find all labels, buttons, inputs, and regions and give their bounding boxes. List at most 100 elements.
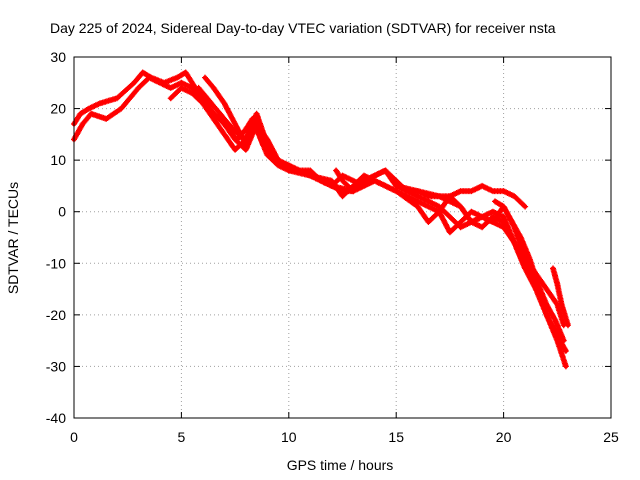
data-point	[415, 199, 420, 204]
data-point	[436, 209, 442, 214]
data-point	[202, 75, 208, 80]
y-tick-label: -30	[46, 358, 66, 374]
data-point	[563, 364, 569, 369]
series-band	[72, 70, 528, 209]
data-point	[394, 188, 399, 194]
data-point	[340, 178, 345, 183]
data-point	[308, 168, 313, 173]
data-series	[71, 69, 571, 370]
data-point	[501, 188, 506, 194]
data-point	[550, 266, 556, 271]
y-tick-label: -20	[46, 307, 66, 323]
y-tick-label: -10	[46, 255, 66, 271]
data-point	[361, 173, 367, 178]
data-point	[232, 121, 238, 127]
data-point	[88, 111, 94, 116]
data-point	[490, 209, 496, 214]
data-point	[509, 219, 515, 225]
x-tick-label: 10	[281, 429, 297, 445]
axis-ticks: 0 5 10 15 20 25 -40 -30 -20 -10 0 10 20 30	[46, 49, 619, 445]
data-point	[479, 224, 485, 230]
data-point	[458, 204, 463, 209]
data-point	[286, 163, 291, 168]
data-point	[174, 75, 180, 80]
x-tick-label: 5	[178, 429, 186, 445]
data-point	[512, 240, 517, 245]
data-point	[447, 230, 453, 235]
data-point	[329, 178, 334, 183]
data-point	[78, 111, 83, 116]
data-point	[351, 183, 356, 189]
data-point	[469, 209, 474, 214]
data-point	[243, 147, 249, 153]
data-point	[479, 214, 485, 220]
series-track-1	[71, 69, 529, 210]
data-point	[333, 168, 339, 173]
data-point	[501, 214, 506, 220]
data-point	[140, 70, 145, 75]
series-markers	[333, 167, 567, 329]
x-tick-label: 25	[603, 429, 619, 445]
data-point	[501, 219, 506, 225]
series-track-5	[202, 74, 260, 148]
series-markers	[71, 69, 529, 210]
data-point	[426, 219, 431, 225]
data-point	[522, 204, 528, 209]
data-point	[447, 194, 453, 199]
data-point	[415, 204, 420, 209]
data-point	[340, 194, 345, 199]
data-point	[114, 96, 120, 101]
data-point	[179, 85, 184, 91]
data-point	[243, 142, 249, 147]
y-axis-label: SDTVAR / TECUs	[5, 182, 21, 294]
data-point	[211, 85, 216, 91]
data-point	[119, 106, 124, 111]
data-point	[555, 281, 560, 287]
data-point	[222, 132, 227, 137]
data-point	[479, 183, 485, 189]
data-point	[518, 235, 523, 240]
data-point	[200, 101, 206, 106]
data-point	[86, 106, 92, 111]
y-tick-label: 30	[50, 49, 66, 65]
data-point	[372, 173, 377, 178]
data-point	[222, 101, 227, 106]
y-tick-label: 20	[50, 101, 66, 117]
y-tick-label: -40	[46, 410, 66, 426]
data-point	[559, 302, 564, 307]
data-point	[179, 80, 184, 85]
data-point	[565, 322, 571, 328]
data-point	[146, 75, 152, 80]
data-point	[351, 178, 356, 183]
data-point	[458, 219, 463, 225]
data-point	[104, 116, 109, 122]
data-point	[535, 281, 541, 287]
data-point	[469, 219, 474, 225]
data-point	[196, 85, 201, 91]
data-point	[136, 85, 141, 91]
data-point	[217, 111, 223, 116]
x-tick-label: 0	[70, 429, 78, 445]
data-point	[436, 194, 442, 199]
chart-title: Day 225 of 2024, Sidereal Day-to-day VTE…	[50, 20, 556, 36]
data-point	[232, 147, 238, 153]
data-point	[544, 312, 549, 318]
data-point	[308, 173, 313, 178]
data-point	[211, 116, 216, 122]
data-point	[415, 194, 420, 199]
series-track-7	[550, 265, 571, 329]
series-track-6	[333, 167, 567, 329]
data-point	[469, 188, 474, 194]
grid	[74, 57, 611, 418]
data-point	[383, 168, 388, 173]
data-point	[458, 188, 463, 194]
data-point	[189, 90, 195, 96]
data-point	[361, 178, 367, 183]
data-point	[254, 116, 259, 122]
data-point	[544, 302, 549, 307]
data-point	[490, 214, 496, 220]
data-point	[286, 168, 291, 173]
data-point	[447, 214, 453, 220]
data-point	[544, 286, 549, 292]
